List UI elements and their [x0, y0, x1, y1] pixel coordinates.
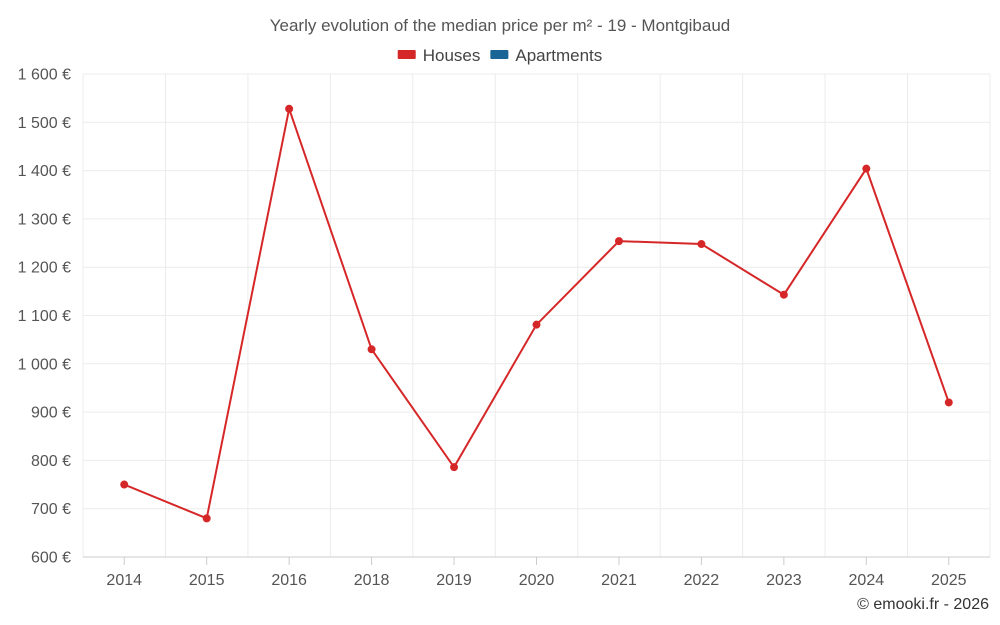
y-tick-label: 1 600 € — [18, 67, 71, 84]
data-point[interactable] — [614, 237, 623, 246]
x-tick-label: 2019 — [436, 572, 472, 589]
x-tick-label: 2023 — [766, 572, 802, 589]
legend-swatch — [397, 50, 416, 59]
x-tick-label: 2015 — [189, 572, 225, 589]
legend-label: Apartments — [515, 46, 602, 65]
data-point[interactable] — [202, 514, 211, 523]
y-tick-label: 700 € — [31, 501, 71, 518]
x-tick-label: 2020 — [519, 572, 555, 589]
y-tick-label: 1 100 € — [18, 308, 71, 325]
legend-item-houses[interactable]: Houses — [397, 46, 481, 65]
x-tick-label: 2024 — [849, 572, 885, 589]
y-tick-label: 1 300 € — [18, 211, 71, 228]
data-point[interactable] — [450, 463, 459, 472]
grid-lines — [82, 73, 991, 557]
data-point[interactable] — [862, 164, 871, 173]
legend-swatch — [490, 50, 509, 59]
x-tick-label: 2021 — [601, 572, 637, 589]
data-point[interactable] — [367, 345, 376, 354]
legend-label: Houses — [423, 46, 481, 65]
x-tick-label: 2025 — [931, 572, 967, 589]
y-tick-label: 600 € — [31, 550, 71, 567]
y-tick-label: 800 € — [31, 453, 71, 470]
legend[interactable]: Houses Apartments — [397, 46, 603, 65]
data-point[interactable] — [532, 320, 541, 329]
y-tick-label: 1 500 € — [18, 115, 71, 132]
y-axis: 600 € 700 € 800 € 900 € 1 000 € 1 100 € 1 200 … — [18, 67, 71, 567]
x-tick-label: 2022 — [684, 572, 720, 589]
chart-title: Yearly evolution of the median price per… — [270, 16, 731, 35]
y-tick-label: 900 € — [31, 405, 71, 422]
y-tick-label: 1 400 € — [18, 163, 71, 180]
y-tick-label: 1 000 € — [18, 356, 71, 373]
credit-text: © emooki.fr - 2026 — [857, 596, 989, 613]
data-point[interactable] — [120, 480, 129, 489]
x-tick-label: 2018 — [354, 572, 390, 589]
y-tick-label: 1 200 € — [18, 260, 71, 277]
x-axis: 2014 2015 2016 2018 2019 2020 2021 2022 2023 2024… — [83, 556, 990, 589]
data-point[interactable] — [697, 240, 706, 249]
x-tick-label: 2016 — [271, 572, 307, 589]
data-point[interactable] — [779, 290, 788, 299]
data-point[interactable] — [944, 398, 953, 407]
x-tick-label: 2014 — [106, 572, 142, 589]
data-point[interactable] — [285, 104, 294, 113]
legend-item-apartments[interactable]: Apartments — [490, 46, 602, 65]
series-layer — [120, 104, 953, 523]
